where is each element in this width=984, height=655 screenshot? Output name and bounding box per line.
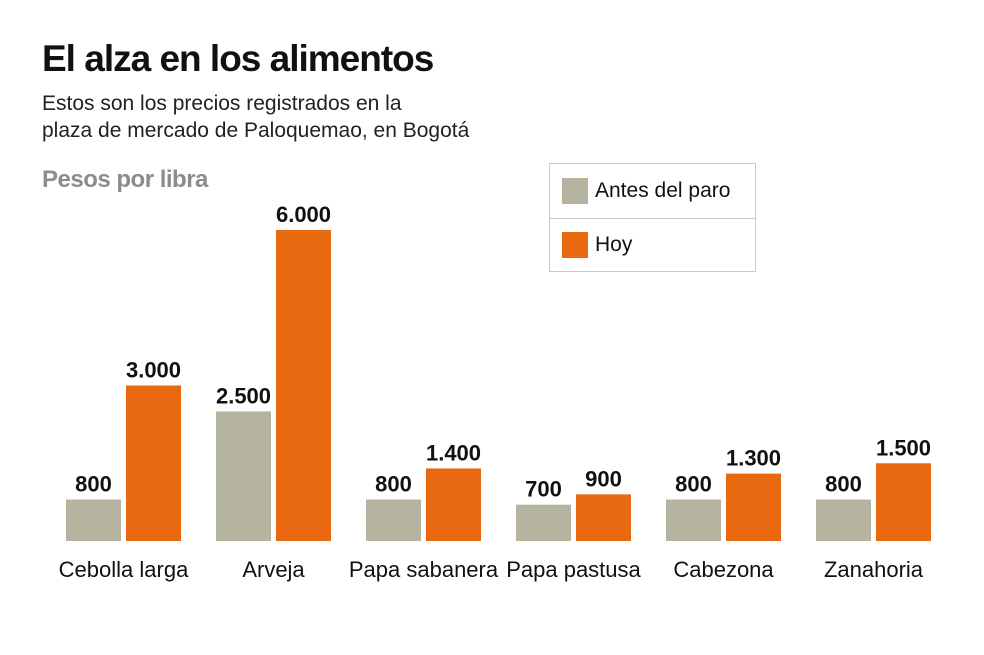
- bar-zanahoria-antes: [816, 499, 871, 541]
- value-label-cebolla-larga-antes: 800: [75, 472, 112, 497]
- bar-cabezona-antes: [666, 499, 721, 541]
- bar-arveja-antes: [216, 411, 271, 541]
- value-label-papa-sabanera-hoy: 1.400: [426, 440, 481, 465]
- bar-papa-sabanera-antes: [366, 499, 421, 541]
- chart-legend: Antes del paro Hoy: [549, 163, 756, 272]
- bar-cebolla-larga-antes: [66, 499, 121, 541]
- value-label-papa-pastusa-hoy: 900: [585, 466, 622, 491]
- legend-label-hoy: Hoy: [595, 233, 633, 256]
- legend-label-antes: Antes del paro: [595, 179, 731, 202]
- category-label-cebolla-larga: Cebolla larga: [59, 557, 189, 582]
- bar-cabezona-hoy: [726, 473, 781, 541]
- category-label-papa-sabanera: Papa sabanera: [349, 557, 499, 582]
- value-label-arveja-antes: 2.500: [216, 383, 271, 408]
- subtitle-line-2: plaza de mercado de Paloquemao, en Bogot…: [42, 119, 470, 142]
- legend-item-antes: Antes del paro: [550, 164, 755, 219]
- bar-papa-pastusa-antes: [516, 504, 571, 541]
- value-label-zanahoria-antes: 800: [825, 472, 862, 497]
- legend-swatch-hoy: [562, 232, 588, 258]
- bar-zanahoria-hoy: [876, 463, 931, 541]
- value-label-arveja-hoy: 6.000: [276, 202, 331, 227]
- value-label-zanahoria-hoy: 1.500: [876, 435, 931, 460]
- unit-label: Pesos por libra: [42, 166, 208, 193]
- bar-cebolla-larga-hoy: [126, 385, 181, 541]
- value-label-cebolla-larga-hoy: 3.000: [126, 358, 181, 383]
- value-label-cabezona-antes: 800: [675, 472, 712, 497]
- bar-papa-pastusa-hoy: [576, 494, 631, 541]
- category-label-zanahoria: Zanahoria: [824, 557, 924, 582]
- category-label-papa-pastusa: Papa pastusa: [506, 557, 641, 582]
- value-label-cabezona-hoy: 1.300: [726, 446, 781, 471]
- category-label-cabezona: Cabezona: [673, 557, 774, 582]
- value-label-papa-pastusa-antes: 700: [525, 477, 562, 502]
- legend-item-hoy: Hoy: [550, 218, 755, 272]
- bar-arveja-hoy: [276, 230, 331, 541]
- chart-subtitle: Estos son los precios registrados en la …: [42, 90, 469, 144]
- chart-title: El alza en los alimentos: [42, 38, 434, 79]
- category-label-arveja: Arveja: [242, 557, 305, 582]
- legend-swatch-antes: [562, 178, 588, 204]
- bar-papa-sabanera-hoy: [426, 468, 481, 541]
- value-label-papa-sabanera-antes: 800: [375, 472, 412, 497]
- subtitle-line-1: Estos son los precios registrados en la: [42, 92, 402, 115]
